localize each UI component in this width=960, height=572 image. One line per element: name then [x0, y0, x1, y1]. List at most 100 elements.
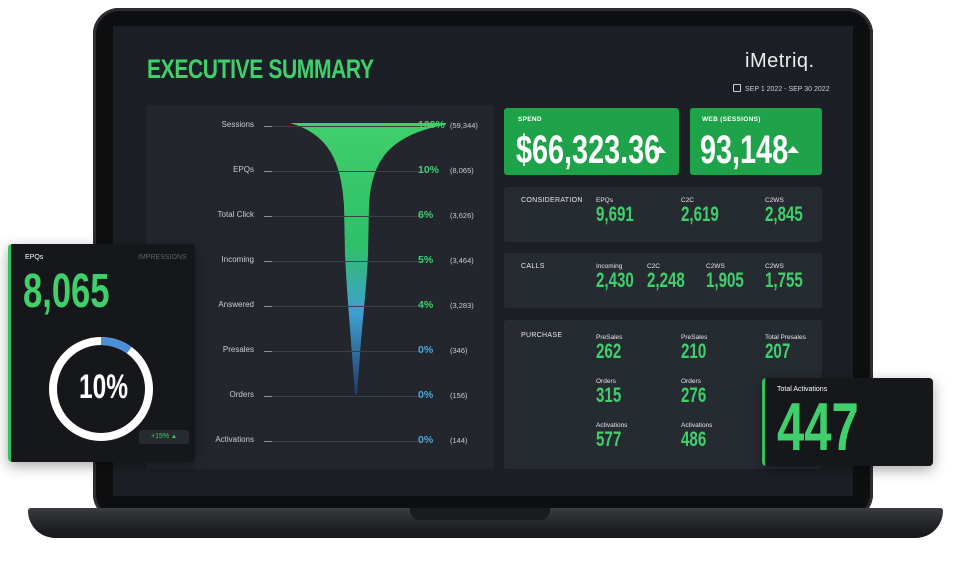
funnel-guide-line [267, 126, 427, 127]
metric-value: 2,248 [647, 269, 685, 292]
metric-value: 207 [765, 340, 791, 363]
metric-purchase[interactable]: Activations 486 [681, 422, 716, 451]
funnel-graphic [290, 123, 446, 395]
funnel-label: Answered [218, 300, 254, 309]
purchase-label: PURCHASE [521, 332, 563, 339]
metric-purchase[interactable]: Orders 315 [596, 378, 631, 407]
metric-value: 1,905 [706, 269, 744, 292]
total-activations-title: Total Activations [777, 386, 828, 393]
metric-label: C2C [647, 263, 661, 270]
metric-label: Orders [681, 378, 701, 385]
funnel-label: Total Click [217, 210, 254, 219]
metric-value: 262 [596, 340, 622, 363]
funnel-percent: 0% [418, 434, 434, 446]
total-activations-card[interactable]: Total Activations 447 [762, 378, 933, 466]
metric-label: Total Presales [765, 334, 806, 341]
spend-card[interactable]: SPEND $66,323.36 [504, 108, 679, 175]
funnel-tick [264, 351, 272, 352]
calendar-icon [733, 84, 741, 92]
metric-calls[interactable]: Incoming 2,430 [596, 263, 649, 292]
metric-value: 315 [596, 384, 622, 407]
metric-label: PreSales [681, 334, 708, 341]
metric-value: 486 [681, 428, 707, 451]
metric-label: Activations [681, 422, 713, 429]
funnel-count: (3,464) [450, 256, 474, 265]
funnel-guide-line [267, 216, 427, 217]
metric-calls[interactable]: C2WS 1,755 [765, 263, 818, 292]
up-arrow-icon [654, 146, 666, 153]
brand-name: iMetriq. [745, 50, 815, 72]
funnel-percent: 5% [418, 254, 434, 266]
funnel-percent: 10% [418, 164, 440, 176]
funnel-guide-line [267, 351, 427, 352]
laptop-notch [410, 508, 550, 520]
impressions-tab[interactable]: IMPRESSIONS [138, 254, 187, 261]
up-arrow-icon [787, 146, 799, 153]
metric-value: 2,619 [681, 203, 719, 226]
metric-label: C2WS [765, 197, 784, 204]
funnel-row: Incoming 5% (3,464) [146, 254, 494, 269]
funnel-row: Answered 4% (3,283) [146, 299, 494, 314]
funnel-row: Presales 0% (346) [146, 344, 494, 359]
funnel-panel: Sessions 100% (59,344) EPQs 10% (8,065) Total … [146, 105, 494, 469]
funnel-count: (156) [450, 391, 468, 400]
metric-value: 276 [681, 384, 707, 407]
metric-label: C2WS [706, 263, 725, 270]
funnel-label: Sessions [221, 120, 254, 129]
funnel-guide-line [267, 306, 427, 307]
page-title: EXECUTIVE SUMMARY [147, 54, 374, 84]
funnel-percent: 0% [418, 389, 434, 401]
funnel-label: Orders [229, 390, 254, 399]
metric-label: C2WS [765, 263, 784, 270]
funnel-tick [264, 261, 272, 262]
web-sessions-value: 93,148 [700, 128, 789, 172]
calls-card: CALLS Incoming 2,430 C2C 2,248 C2WS 1,905 C2WS… [504, 253, 822, 308]
funnel-count: (3,626) [450, 211, 474, 220]
funnel-row: Sessions 100% (59,344) [146, 119, 494, 134]
funnel-row: Activations 0% (144) [146, 434, 494, 449]
metric-label: Orders [596, 378, 616, 385]
epq-card-value: 8,065 [23, 265, 110, 318]
calls-label: CALLS [521, 263, 545, 270]
metric-value: 2,845 [765, 203, 803, 226]
metric-calls[interactable]: C2WS 1,905 [706, 263, 759, 292]
funnel-count: (144) [450, 436, 468, 445]
funnel-label: Activations [215, 435, 254, 444]
metric-purchase[interactable]: Total Presales 207 [765, 334, 806, 363]
date-range-text: SEP 1 2022 - SEP 30 2022 [745, 86, 830, 93]
date-range[interactable]: SEP 1 2022 - SEP 30 2022 [733, 84, 830, 93]
funnel-count: (8,065) [450, 166, 474, 175]
funnel-tick [264, 126, 272, 127]
funnel-percent: 100% [418, 119, 445, 131]
spend-value: $66,323.36 [516, 128, 661, 172]
metric-purchase[interactable]: Activations 577 [596, 422, 631, 451]
metric-value: 1,755 [765, 269, 803, 292]
metric-purchase[interactable]: PreSales 262 [596, 334, 631, 363]
metric-label: Incoming [596, 263, 623, 270]
funnel-label: Incoming [221, 255, 254, 264]
web-sessions-card[interactable]: WEB (SESSIONS) 93,148 [690, 108, 822, 175]
metric-consideration[interactable]: C2C 2,619 [681, 197, 734, 226]
funnel-tick [264, 396, 272, 397]
funnel-tick [264, 216, 272, 217]
metric-value: 577 [596, 428, 622, 451]
metric-consideration[interactable]: C2WS 2,845 [765, 197, 818, 226]
funnel-tick [264, 441, 272, 442]
dashboard-screen: EXECUTIVE SUMMARY iMetriq. SEP 1 2022 - … [113, 26, 853, 496]
funnel-percent: 0% [418, 344, 434, 356]
funnel-tick [264, 171, 272, 172]
consideration-label: CONSIDERATION [521, 197, 583, 204]
metric-purchase[interactable]: PreSales 210 [681, 334, 716, 363]
metric-calls[interactable]: C2C 2,248 [647, 263, 700, 292]
spend-caption: SPEND [518, 116, 542, 123]
epq-card[interactable]: EPQs IMPRESSIONS 8,065 10% +15% ▲ [8, 244, 195, 462]
funnel-percent: 6% [418, 209, 434, 221]
funnel-label: Presales [222, 345, 254, 354]
metric-consideration[interactable]: EPQs 9,691 [596, 197, 649, 226]
funnel-label: EPQs [233, 165, 254, 174]
funnel-count: (59,344) [450, 121, 478, 130]
gauge-ring [49, 337, 153, 441]
metric-label: Activations [596, 422, 628, 429]
metric-purchase[interactable]: Orders 276 [681, 378, 716, 407]
metric-value: 210 [681, 340, 707, 363]
